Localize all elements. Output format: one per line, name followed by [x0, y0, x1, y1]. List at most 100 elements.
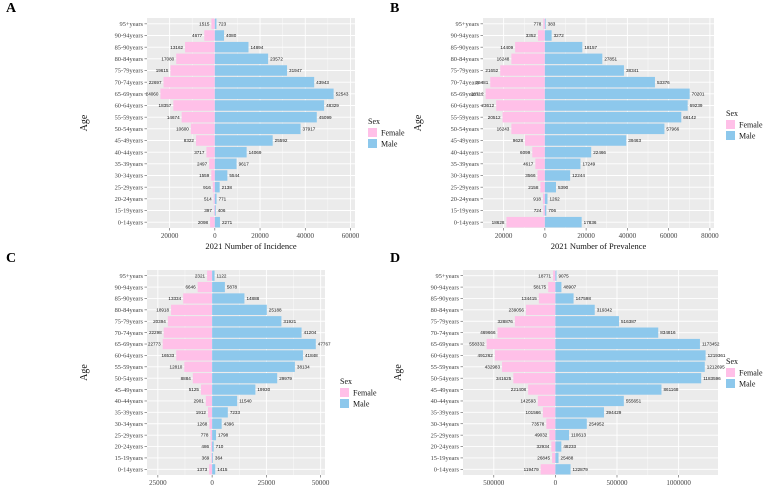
- panel-b-value-male: 17836: [584, 220, 597, 225]
- panel-b-value-male: 3272: [554, 33, 565, 38]
- panel-a-category-label: 15-19years: [115, 208, 144, 215]
- panel-a-value-female: 2098: [198, 220, 209, 225]
- panel-c-bar-female: [211, 441, 213, 452]
- panel-a-category-label: 85-90years: [115, 44, 144, 51]
- panel-d-value-male: 394429: [606, 410, 622, 415]
- panel-c-value-male: 710: [216, 444, 224, 449]
- panel-c-value-female: 1268: [197, 421, 208, 426]
- panel-c-bar-male: [212, 316, 282, 327]
- panel-c-category-label: 55-59years: [115, 364, 144, 371]
- panel-b-bar-female: [537, 30, 545, 41]
- panel-b-bar-male: [544, 53, 603, 65]
- panel-a-value-male: 723: [218, 21, 226, 26]
- panel-c-bar-male: [212, 407, 228, 418]
- panel-d-label: D: [390, 251, 400, 266]
- panel-b-bar-male: [544, 76, 655, 88]
- panel-b-bar-male: [544, 65, 624, 76]
- panel-a-legend-male-label: Male: [381, 140, 398, 149]
- panel-a-value-male: 4080: [226, 33, 237, 38]
- panel-a-value-female: 8322: [184, 138, 195, 143]
- panel-c-value-male: 41848: [305, 353, 318, 358]
- panel-d-bar-male: [555, 430, 570, 441]
- panel-a-legend-title: Sex: [368, 117, 380, 126]
- panel-d-bar-female: [548, 281, 556, 293]
- panel-b-value-male: 1262: [549, 196, 560, 201]
- panel-c-value-male: 1122: [217, 273, 227, 278]
- panel-b-bar-male: [544, 205, 547, 216]
- panel-c-value-male: 31921: [283, 319, 296, 324]
- panel-d-bar-male: [555, 338, 700, 350]
- panel-b-bar-male: [544, 216, 582, 228]
- panel-c-category-label: 20-24years: [115, 444, 144, 451]
- panel-d-bar-male: [555, 452, 559, 464]
- panel-c-bar-female: [162, 338, 213, 350]
- panel-b-legend-male-key: [726, 131, 735, 140]
- panel-a-category-label: 55-59years: [115, 114, 144, 121]
- panel-d-bar-female: [525, 304, 556, 315]
- panel-a-value-female: 22697: [149, 80, 162, 85]
- panel-a-bar-male: [214, 123, 301, 135]
- panel-a-value-male: 43943: [316, 80, 329, 85]
- panel-d-category-label: 75-79years: [431, 318, 460, 325]
- panel-b-category-label: 70-74years: [451, 79, 480, 86]
- panel-c-bar-male: [212, 395, 238, 407]
- panel-a-bar-male: [214, 181, 220, 193]
- panel-b-label: B: [390, 1, 399, 16]
- panel-c-value-male: 364: [215, 456, 223, 461]
- panel-a-x-tick-label: 0: [213, 232, 217, 240]
- panel-d-value-male: 1183596: [703, 376, 721, 381]
- panel-d-category-label: 45-49years: [431, 387, 460, 394]
- panel-d-bar-female: [546, 418, 556, 429]
- panel-c-bar-male: [212, 452, 213, 464]
- panel-d-value-male: 834816: [660, 330, 676, 335]
- panel-c-bar-male: [212, 373, 278, 384]
- panel-b-value-male: 22466: [593, 150, 606, 155]
- panel-d-bar-female: [497, 327, 556, 338]
- panel-d-value-female: 101566: [526, 410, 542, 415]
- panel-b-value-female: 9628: [513, 138, 524, 143]
- panel-d-value-female: 32934: [537, 444, 550, 449]
- panel-a-value-female: 18357: [159, 103, 172, 108]
- panel-a-legend-female-key: [368, 128, 377, 137]
- panel-b-value-male: 17249: [582, 161, 595, 166]
- panel-c-bar-male: [212, 384, 256, 395]
- panel-c-bar-male: [212, 293, 245, 304]
- panel-d-bar-female: [538, 293, 556, 304]
- panel-d-bar-male: [555, 441, 562, 452]
- panel-c-bar-male: [212, 327, 302, 338]
- panel-c-value-male: 11540: [239, 399, 252, 404]
- panel-b-value-female: 16243: [497, 126, 510, 131]
- panel-b-bar-male: [544, 123, 665, 135]
- panel-d-value-male: 1219361: [708, 353, 726, 358]
- panel-a-category-label: 20-24years: [115, 196, 144, 203]
- panel-a-value-male: 9617: [239, 161, 250, 166]
- panel-c-category-label: 30-34years: [115, 421, 144, 428]
- panel-c-bar-female: [176, 350, 213, 361]
- panel-d-value-female: 221408: [511, 387, 527, 392]
- panel-d-bar-female: [502, 361, 556, 372]
- panel-b-category-label: 50-54years: [451, 126, 480, 133]
- panel-d-bar-male: [555, 281, 562, 293]
- panel-c-x-tick-label: 50000: [312, 479, 330, 487]
- panel-d-value-female: 239056: [509, 307, 525, 312]
- panel-b-bar-male: [544, 135, 627, 146]
- panel-b-category-label: 15-19years: [451, 208, 480, 215]
- panel-c-value-male: 29979: [279, 376, 292, 381]
- panel-d-bar-female: [514, 316, 556, 327]
- panel-b-value-female: 14409: [500, 45, 513, 50]
- panel-d-category-label: 70-74years: [431, 330, 460, 337]
- panel-d-category-label: 65-69years: [431, 341, 460, 348]
- panel-b-value-male: 39463: [628, 138, 641, 143]
- panel-b-category-label: 65-69years: [451, 91, 480, 98]
- panel-c-category-label: 50-54years: [115, 375, 144, 382]
- panel-b-value-female: 6099: [520, 150, 531, 155]
- panel-b-category-label: 75-79years: [451, 68, 480, 75]
- panel-c-value-female: 2901: [194, 399, 205, 404]
- panel-c-category-label: 75-79years: [115, 318, 144, 325]
- panel-c-plot-area: [147, 270, 325, 475]
- panel-a-value-male: 37917: [303, 126, 316, 131]
- panel-d-legend-female-key: [726, 368, 735, 377]
- panel-d-value-male: 110613: [571, 433, 586, 438]
- panel-b-value-female: 20512: [488, 115, 501, 120]
- panel-a-bar-female: [212, 181, 215, 193]
